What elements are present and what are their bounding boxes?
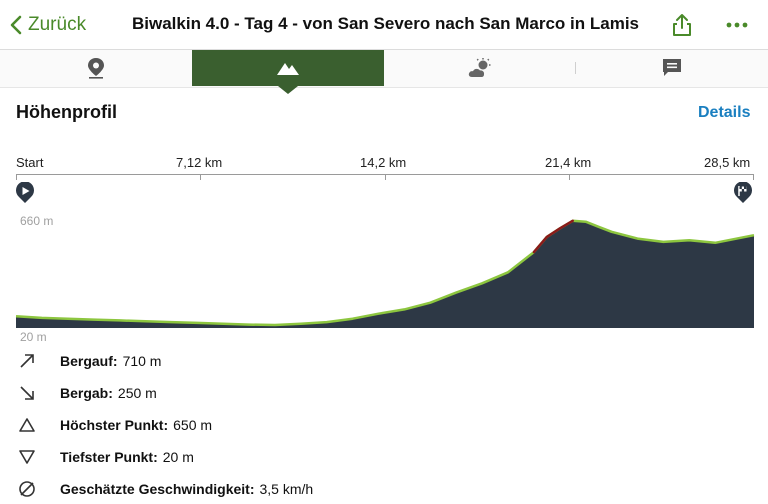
- stat-speed: Geschätzte Geschwindigkeit: 3,5 km/h: [16, 478, 313, 500]
- km-tick: [200, 174, 201, 180]
- more-options-icon[interactable]: [724, 18, 750, 32]
- details-link[interactable]: Details: [698, 104, 751, 121]
- tab-map[interactable]: [0, 50, 192, 86]
- km-tick: [16, 174, 17, 180]
- tab-comments[interactable]: [576, 50, 768, 86]
- share-icon[interactable]: [670, 12, 694, 38]
- stat-label: Bergab:: [60, 385, 113, 401]
- start-marker-icon: [16, 182, 34, 203]
- highest-point-icon: [16, 414, 38, 436]
- section-title: Höhenprofil: [16, 102, 117, 122]
- chevron-left-icon: [10, 15, 22, 35]
- elevation-line: [15, 219, 755, 327]
- mountain-icon: [277, 63, 299, 75]
- stat-lowest-point: Tiefster Punkt: 20 m: [16, 446, 194, 468]
- steep-segment: [532, 219, 574, 254]
- km-label-end: 28,5 km: [704, 155, 751, 170]
- stat-label: Bergauf:: [60, 353, 118, 369]
- downhill-arrow-icon: [16, 382, 38, 404]
- lowest-point-icon: [16, 446, 38, 468]
- tab-weather[interactable]: [384, 50, 576, 86]
- weather-icon: [468, 58, 491, 77]
- stat-value: 20 m: [162, 449, 194, 465]
- km-tick: [753, 174, 754, 180]
- finish-marker-icon: [734, 182, 752, 203]
- back-button[interactable]: Zurück: [10, 12, 86, 38]
- tab-divider: [575, 62, 576, 74]
- stat-value: 3,5 km/h: [259, 481, 314, 497]
- navigation-bar: Zurück Biwalkin 4.0 - Tag 4 - von San Se…: [0, 0, 768, 50]
- stat-value: 650 m: [173, 417, 213, 433]
- km-label-3: 21,4 km: [545, 155, 592, 170]
- uphill-arrow-icon: [16, 350, 38, 372]
- km-label-1: 7,12 km: [176, 155, 223, 170]
- comment-icon: [663, 59, 681, 76]
- y-label-min: 20 m: [20, 330, 47, 344]
- stat-highest-point: Höchster Punkt: 650 m: [16, 414, 212, 436]
- active-tab-indicator: [278, 86, 298, 94]
- elevation-area: [16, 220, 754, 328]
- km-label-start: Start: [16, 155, 44, 170]
- stat-downhill: Bergab: 250 m: [16, 382, 157, 404]
- km-label-2: 14,2 km: [360, 155, 407, 170]
- tab-elevation[interactable]: [192, 50, 384, 86]
- stat-uphill: Bergauf: 710 m: [16, 350, 161, 372]
- stat-label: Höchster Punkt:: [60, 417, 169, 433]
- stat-label: Geschätzte Geschwindigkeit:: [60, 481, 255, 497]
- stat-value: 250 m: [117, 385, 157, 401]
- stat-label: Tiefster Punkt:: [60, 449, 158, 465]
- speed-icon: [16, 478, 38, 500]
- map-pin-icon: [88, 58, 104, 79]
- km-tick: [385, 174, 386, 180]
- elevation-chart[interactable]: [0, 200, 768, 345]
- stat-value: 710 m: [122, 353, 162, 369]
- tab-bar: [0, 50, 768, 88]
- page-title: Biwalkin 4.0 - Tag 4 - von San Severo na…: [132, 14, 640, 33]
- y-label-max: 660 m: [20, 214, 54, 228]
- km-tick: [569, 174, 570, 180]
- back-label: Zurück: [28, 14, 87, 35]
